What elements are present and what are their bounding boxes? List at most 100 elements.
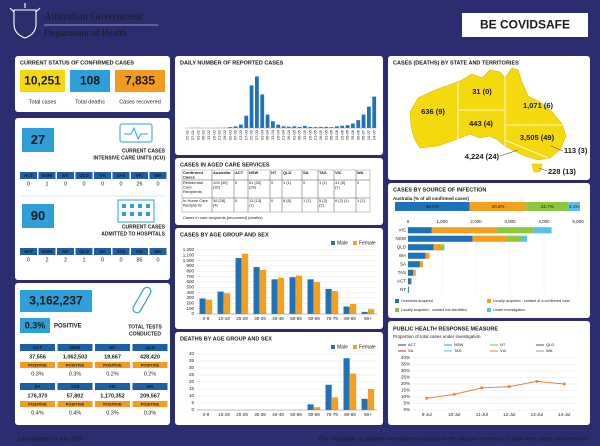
y-tick-label: 10% <box>401 394 410 399</box>
bar <box>281 126 286 128</box>
state-name: WA <box>154 249 162 254</box>
x-tick-label: 15-06 <box>339 129 344 140</box>
stat-label: Total deaths <box>75 99 105 105</box>
x-tick-label: 12-03 <box>238 129 243 140</box>
table-text: NT <box>271 170 277 175</box>
state-cell <box>131 248 148 255</box>
stat-value: 7,835 <box>125 74 155 88</box>
x-tick-label: 17-03 <box>243 129 248 140</box>
positive-tag-label: POSITIVE <box>103 362 122 367</box>
state-name: QLD <box>145 345 155 350</box>
state-count: 0 <box>101 181 104 187</box>
test-tube-icon <box>132 286 152 314</box>
state-count: 1 <box>45 181 48 187</box>
test-rate: 0.3% <box>31 371 44 377</box>
y-tick-label: 35% <box>401 362 410 367</box>
share-segment <box>568 202 580 211</box>
test-total: 1,170,352 <box>100 393 124 399</box>
table-text: WA <box>357 170 364 175</box>
count-label: INTENSIVE CARE UNITS (ICU) <box>93 155 165 161</box>
y-tick-label: 700 <box>186 274 194 279</box>
bar <box>292 126 297 128</box>
share-label: 40.0% <box>426 204 439 209</box>
test-total: 209,567 <box>140 393 160 399</box>
test-rate: 0.3% <box>69 371 82 377</box>
point <box>425 396 429 400</box>
bar <box>351 123 355 128</box>
table-text: 1 [1] <box>357 198 365 203</box>
x-tick-label: 80-89 <box>344 316 356 321</box>
panel <box>175 158 383 225</box>
stat-box <box>20 70 65 92</box>
x-tick-label: 9-Jul <box>422 412 432 417</box>
y-tick-label: 300 <box>186 295 194 300</box>
y-tick-label: NT <box>400 287 406 292</box>
legend-swatch <box>487 299 491 303</box>
point <box>452 392 456 396</box>
hospital-icon <box>122 204 126 208</box>
bar <box>265 114 270 128</box>
stat-label: Total cases <box>29 99 57 105</box>
bar <box>307 279 314 314</box>
table-text: 8 [2] (1) <box>335 198 349 203</box>
positive-tag-label: POSITIVE <box>141 362 160 367</box>
bar-segment <box>413 269 416 276</box>
y-tick-label: 1,200 <box>183 247 195 252</box>
y-tick-label: ACT <box>397 278 406 283</box>
hospital-icon <box>117 199 155 223</box>
state-count: 0 <box>101 257 104 263</box>
bar-segment <box>408 261 420 268</box>
x-tick-label: 20-29 <box>236 316 248 321</box>
y-tick-label: 900 <box>186 263 194 268</box>
positive-tag-label: POSITIVE <box>66 401 85 406</box>
bar <box>343 306 350 314</box>
state-name: ACT <box>24 249 33 254</box>
state-cell <box>95 383 130 390</box>
positive-tag <box>57 401 93 407</box>
x-tick-label: 16-05 <box>307 129 312 140</box>
table-cell <box>355 197 371 213</box>
y-tick-label: 1,000 <box>183 258 195 263</box>
legend-label: Locally acquired - contact not identifie… <box>401 308 467 312</box>
legend-label: QLD <box>546 342 554 347</box>
bar <box>325 384 332 410</box>
hospital-icon <box>146 204 150 208</box>
state-name: NSW <box>70 345 81 350</box>
bar <box>314 407 321 410</box>
point <box>480 386 484 390</box>
state-label: 3,505 (49) <box>520 133 555 142</box>
point <box>562 382 566 386</box>
test-rate: 0.3% <box>144 410 157 416</box>
legend-swatch <box>331 241 335 245</box>
x-tick-label: 10-19 <box>218 412 230 417</box>
bar <box>307 404 314 410</box>
y-tick-label: 40% <box>401 355 410 360</box>
table-text: 0 <box>235 180 238 185</box>
table-text: Residential Care Recipients <box>183 180 203 194</box>
panel <box>388 321 590 425</box>
state-cell <box>57 344 93 351</box>
state-cell <box>20 344 55 351</box>
legend-label: Male <box>337 240 348 246</box>
hospital-icon <box>130 204 134 208</box>
gov-name: Australian Government <box>44 11 143 22</box>
bar-segment <box>408 278 411 285</box>
bar <box>361 311 368 314</box>
x-tick-label: 05-06 <box>329 129 334 140</box>
y-tick-label: 25 <box>189 372 195 377</box>
bar <box>361 114 366 128</box>
count-box <box>20 318 50 333</box>
test-total: 428,420 <box>140 354 160 360</box>
y-tick-label: NSW <box>396 236 407 241</box>
x-tick-label: 0-9 <box>203 412 210 417</box>
x-tick-label: 5,000 <box>572 219 584 224</box>
legend-label: TAS <box>454 348 462 353</box>
bar <box>276 124 281 128</box>
state-name: ACT <box>24 173 33 178</box>
state-count: 0 <box>119 257 122 263</box>
y-tick-label: 0 <box>191 407 194 412</box>
y-tick-label: VIC <box>398 227 406 232</box>
bar <box>361 398 368 410</box>
bar <box>249 85 254 128</box>
count-box <box>20 290 92 312</box>
